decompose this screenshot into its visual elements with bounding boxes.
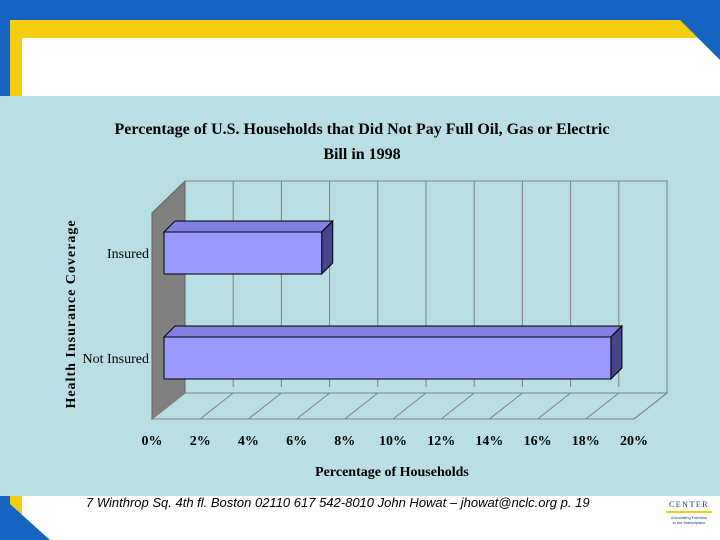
x-tick-label: 10%	[379, 434, 407, 449]
x-tick-label: 14%	[475, 434, 503, 449]
x-tick-labels: 0% 2% 4% 6% 8% 10% 12% 14% 16% 18% 20%	[142, 434, 649, 449]
x-tick-label: 8%	[334, 434, 355, 449]
x-tick-label: 20%	[620, 434, 648, 449]
floor-gridline	[585, 392, 620, 420]
x-tick-label: 16%	[524, 434, 552, 449]
floor-gridline	[344, 392, 379, 420]
x-tick-label: 12%	[427, 434, 455, 449]
x-tick-label: 0%	[142, 434, 163, 449]
slide-footer: 7 Winthrop Sq. 4th fl. Boston 02110 617 …	[86, 495, 590, 510]
floor-gridline	[633, 392, 668, 420]
category-label: Insured	[107, 247, 149, 262]
x-tick-label: 2%	[190, 434, 211, 449]
x-axis-title: Percentage of Households	[315, 465, 469, 480]
chart-side-wall	[151, 179, 186, 421]
x-tick-label: 6%	[286, 434, 307, 449]
floor-gridline	[392, 392, 427, 420]
category-label: Not Insured	[83, 352, 150, 367]
category-labels: Insured Not Insured	[83, 247, 150, 367]
organization-logo: CENTER Advocating Fairness in the Market…	[662, 500, 716, 536]
floor-gridline	[537, 392, 571, 420]
gridlines	[151, 181, 668, 420]
y-axis-title: Health Insurance Coverage	[64, 219, 79, 408]
bar-not-insured	[162, 324, 624, 381]
chart-panel: Percentage of U.S. Households that Did N…	[0, 96, 720, 496]
chart-title-line2: Bill in 1998	[323, 146, 400, 163]
floor-gridline	[151, 392, 186, 420]
logo-divider	[666, 511, 712, 513]
bar-insured	[162, 219, 334, 276]
logo-subtext-1: Advocating Fairness	[670, 515, 708, 520]
chart-title-line1: Percentage of U.S. Households that Did N…	[115, 121, 610, 138]
bars-group	[162, 219, 624, 381]
floor-gridline	[296, 392, 330, 420]
logo-subtext-2: in the Marketplace	[672, 520, 706, 525]
floor-gridline	[248, 392, 282, 420]
logo-wordmark: CENTER	[668, 500, 710, 509]
x-tick-label: 18%	[572, 434, 600, 449]
floor-gridline	[489, 392, 523, 420]
bar-chart: Percentage of U.S. Households that Did N…	[64, 121, 669, 480]
floor-gridline	[199, 392, 234, 420]
floor-gridline	[440, 392, 475, 420]
x-tick-label: 4%	[238, 434, 259, 449]
